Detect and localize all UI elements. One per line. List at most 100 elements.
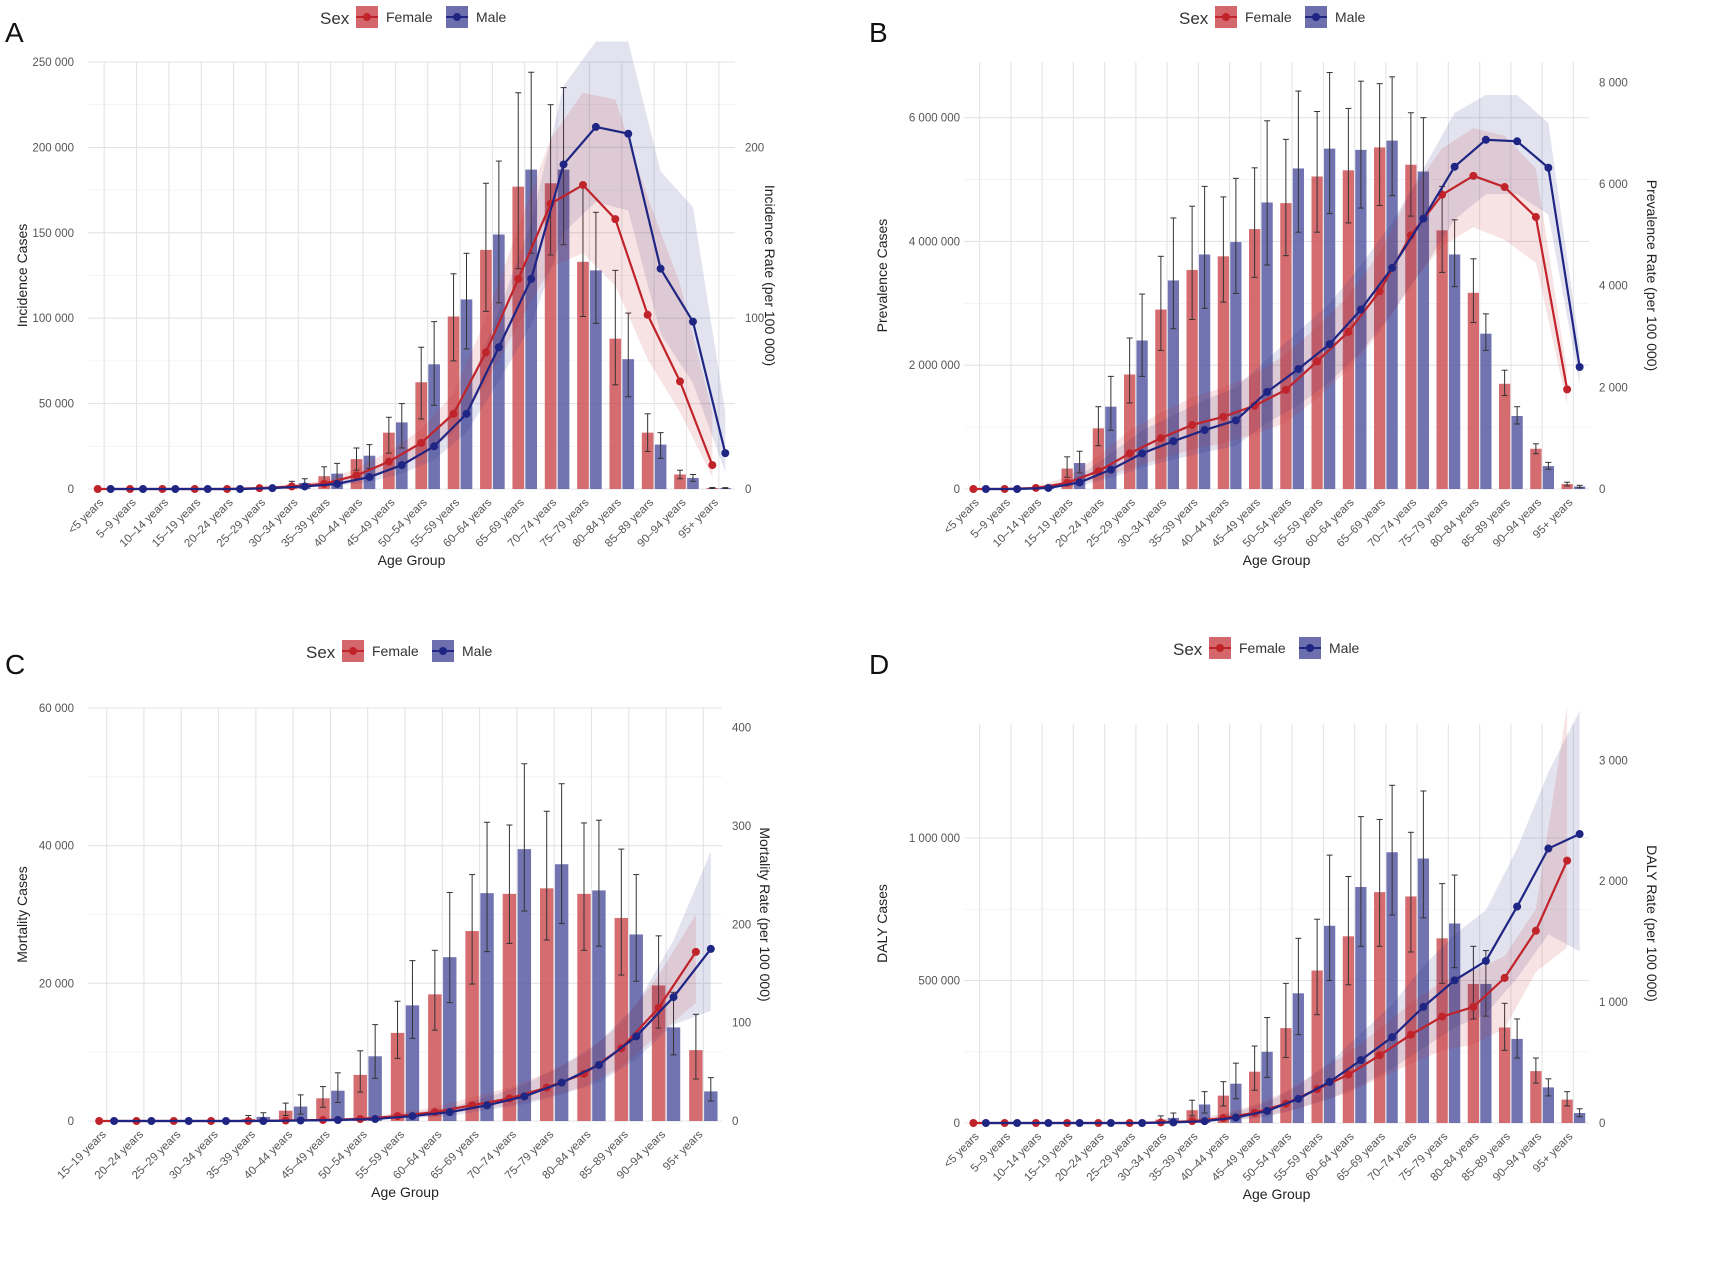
male-rate-point [259, 1117, 268, 1125]
male-bar [1417, 858, 1429, 1123]
male-bar [1511, 1038, 1523, 1123]
legend-female-point [1222, 13, 1230, 21]
male-rate-ci-ribbon [110, 41, 726, 490]
male-rate-point [527, 274, 536, 283]
female-bar [1530, 1071, 1542, 1123]
legend-male-point [453, 13, 461, 21]
female-rate-ci-ribbon [97, 92, 713, 489]
female-bar [415, 382, 428, 489]
male-rate-point [1013, 1119, 1022, 1127]
male-rate-point [721, 449, 730, 458]
female-rate-point [1500, 973, 1509, 982]
female-bar [1061, 468, 1073, 489]
female-bar [1374, 147, 1386, 489]
male-rate-point [1169, 437, 1178, 446]
female-bar [316, 1098, 330, 1121]
female-rate-point [1375, 1051, 1384, 1060]
male-rate-point [557, 1078, 566, 1087]
male-rate-point [656, 264, 665, 273]
female-rate-point [1188, 420, 1197, 429]
panel-letter: A [5, 17, 24, 48]
male-rate-point [483, 1101, 492, 1110]
male-rate-point [669, 993, 678, 1002]
female-rate-point [1281, 385, 1290, 394]
female-bar [1217, 1095, 1229, 1123]
female-bar [1092, 428, 1104, 489]
female-rate-point [969, 1119, 978, 1127]
male-rate-point [1356, 305, 1365, 314]
male-bar [480, 893, 494, 1121]
male-bar [1449, 254, 1461, 489]
male-rate-ci-ribbon [985, 710, 1580, 1123]
female-rate-point [1438, 1012, 1447, 1021]
female-rate-point [417, 438, 426, 447]
female-rate-ci-ribbon [973, 705, 1568, 1123]
female-rate-point [1156, 434, 1165, 443]
male-rate-point [1294, 1094, 1303, 1103]
female-rate-point [676, 377, 685, 386]
male-rate-point [296, 1116, 305, 1125]
male-bar [443, 957, 457, 1121]
male-rate-line [985, 138, 1581, 491]
y-tick-label: 100 000 [32, 313, 74, 325]
y2-tick-label: 0 [745, 484, 751, 496]
female-rate-point [1219, 412, 1228, 421]
male-bar [654, 444, 667, 489]
female-bar [1186, 1110, 1198, 1123]
female-bar [1249, 229, 1261, 489]
male-bar [704, 1091, 718, 1121]
legend-title: Sex [306, 643, 336, 662]
y2-axis-title: Prevalence Rate (per 100 000) [1644, 180, 1660, 371]
male-bar [1417, 171, 1429, 489]
y-tick-label: 0 [954, 1118, 960, 1130]
male-rate-point [1481, 956, 1490, 965]
legend-male-label: Male [462, 643, 493, 659]
male-bar [1449, 923, 1461, 1123]
male-rate-point [981, 485, 990, 493]
legend-female-point [363, 13, 371, 21]
female-rate-point [1313, 357, 1322, 366]
y-tick-label: 20 000 [39, 978, 74, 990]
male-bar [666, 1027, 681, 1121]
male-bar [1574, 1113, 1586, 1123]
panel-group: 0 50 000 100 000 150 000 200 000 250 000 0 100 2… [5, 6, 778, 568]
female-rate-point [611, 215, 620, 224]
y2-tick-label: 2 000 [1599, 382, 1628, 394]
male-rate-point [1325, 1077, 1334, 1086]
male-rate-point [1169, 1118, 1178, 1127]
male-bar [1324, 148, 1336, 489]
male-rate-point [462, 409, 471, 418]
panel-c: 0 20 000 40 000 60 000 0 100 200 300 400 15–19 ye… [0, 640, 859, 1277]
male-rate-point [1388, 1033, 1397, 1042]
male-bar [1324, 925, 1336, 1123]
male-bar [405, 1005, 420, 1121]
male-rate-point [408, 1112, 417, 1121]
male-rate-point [221, 1117, 230, 1125]
male-rate-ci-ribbon [985, 95, 1580, 490]
female-rate-point [708, 461, 717, 470]
male-rate-point [1138, 449, 1147, 458]
legend-female-point [1216, 644, 1224, 652]
male-bar [1105, 406, 1117, 489]
legend-male-point [439, 647, 447, 655]
male-bar [1292, 168, 1304, 489]
y2-tick-label: 100 [745, 313, 764, 325]
male-rate-point [1106, 1119, 1115, 1127]
male-bar [1136, 340, 1148, 489]
male-rate-point [624, 129, 633, 138]
male-rate-point [333, 1116, 342, 1125]
male-rate-point [397, 461, 406, 470]
y-tick-label: 6 000 000 [909, 113, 960, 125]
male-bar [554, 864, 569, 1121]
male-bar [1480, 983, 1492, 1123]
female-bar [1186, 269, 1198, 489]
male-rate-point [1106, 465, 1115, 474]
male-rate-point [559, 160, 568, 169]
male-rate-point [594, 1060, 603, 1069]
female-rate-point [352, 471, 361, 480]
male-rate-point [365, 473, 374, 482]
male-rate-point [1263, 387, 1272, 396]
legend-male-point [1312, 13, 1320, 21]
y-axis-title: DALY Cases [874, 884, 890, 963]
male-rate-point [430, 442, 439, 451]
